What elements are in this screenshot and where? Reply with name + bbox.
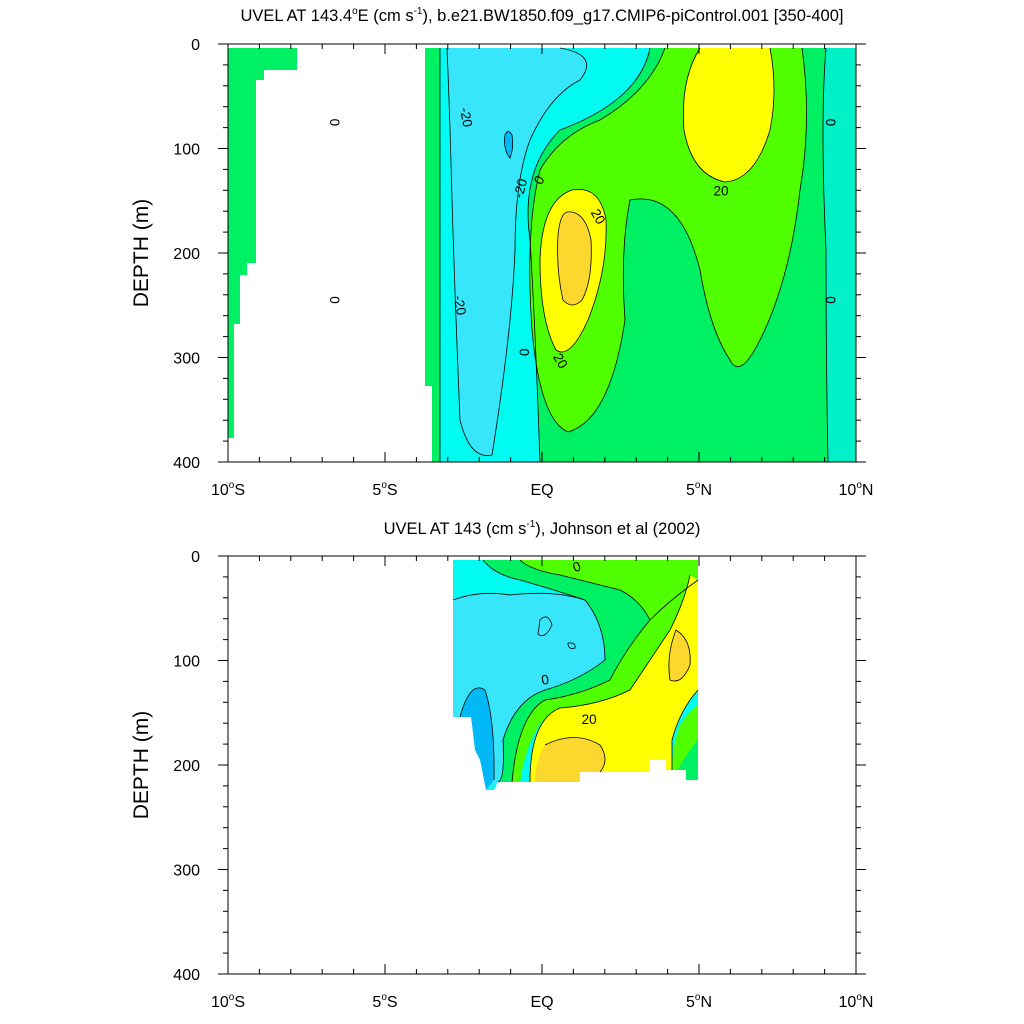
observation-panel: UVEL AT 143 (cm s-1), Johnson et al (200…	[130, 519, 873, 1011]
x-tick-label: EQ	[530, 994, 553, 1011]
y-tick-label: 300	[173, 351, 200, 368]
y-tick-label: 100	[173, 142, 200, 159]
y-tick-label: 0	[191, 549, 200, 566]
contour-label: 0	[327, 119, 342, 127]
model-contour-line	[529, 47, 807, 433]
contour-label: 20	[588, 206, 609, 227]
contour-label: -20	[451, 294, 469, 316]
obs-pos30-region	[530, 575, 698, 782]
model-chart-title: UVEL AT 143.4oE (cm s-1), b.e21.BW1850.f…	[240, 6, 843, 25]
obs-contour-line	[544, 737, 606, 773]
x-tick-label: 5oS	[372, 480, 397, 499]
obs-contour-line	[537, 616, 553, 637]
obs-zero-top	[483, 560, 698, 782]
obs-pos20-region	[512, 560, 698, 782]
obs-contour-line	[511, 579, 699, 783]
model-contour-line	[527, 47, 651, 462]
observation-y-axis-label: DEPTH (m)	[130, 711, 153, 820]
obs-mask	[228, 717, 486, 974]
contour-label: -20	[511, 177, 531, 200]
y-tick-label: 400	[173, 455, 200, 472]
obs-contour-line	[482, 559, 586, 601]
obs-pos40-core-deep	[535, 737, 605, 782]
observation-chart-title: UVEL AT 143 (cm s-1), Johnson et al (200…	[384, 519, 701, 538]
x-tick-label: 5oS	[372, 992, 397, 1011]
obs-contour-line	[519, 559, 651, 621]
obs-contour-line	[671, 689, 699, 770]
obs-contour-line	[668, 629, 691, 682]
contour-label: 0	[540, 672, 550, 688]
obs-contour-line	[459, 687, 495, 781]
y-tick-label: 200	[173, 758, 200, 775]
model-contour-line	[557, 211, 592, 306]
model-panel: UVEL AT 143.4oE (cm s-1), b.e21.BW1850.f…	[130, 6, 873, 499]
obs-contour-line	[529, 574, 691, 783]
contour-label: 20	[582, 712, 597, 727]
model-contour-line	[822, 47, 829, 462]
obs-mask	[486, 760, 698, 974]
contour-label: 0	[327, 296, 342, 304]
model-east-zero-band	[823, 48, 856, 462]
y-tick-label: 400	[173, 967, 200, 984]
x-tick-label: 5oN	[686, 992, 712, 1011]
model-contour-line	[504, 131, 514, 159]
model-pos40-core-west	[557, 211, 592, 305]
obs-contour-line	[567, 642, 576, 649]
y-tick-label: 100	[173, 654, 200, 671]
model-contour-line	[682, 47, 775, 183]
model-south-green-strip	[228, 48, 297, 438]
model-neg20-core	[447, 48, 587, 456]
model-contour-line	[539, 188, 607, 353]
y-tick-label: 300	[173, 863, 200, 880]
model-contour-lines	[439, 47, 829, 462]
contour-label: 0	[823, 296, 838, 304]
x-tick-label: EQ	[530, 482, 553, 499]
obs-pos40-core	[668, 630, 691, 681]
x-tick-label: 10oS	[211, 992, 245, 1011]
x-tick-label: 10oN	[839, 480, 874, 499]
observation-contour-lines	[452, 559, 699, 783]
contour-label: 20	[550, 351, 571, 372]
y-tick-label: 200	[173, 246, 200, 263]
model-y-axis-label: DEPTH (m)	[130, 199, 153, 308]
model-pos30-core-east	[683, 48, 774, 182]
y-tick-label: 0	[191, 37, 200, 54]
x-tick-label: 10oN	[839, 992, 874, 1011]
contour-label: 0	[823, 119, 838, 127]
model-neg30-blob	[504, 131, 513, 158]
contour-label: 20	[713, 183, 728, 198]
x-tick-label: 10oS	[211, 480, 245, 499]
x-tick-label: 5oN	[686, 480, 712, 499]
obs-neg30-core	[460, 687, 495, 790]
contour-label: 0	[517, 349, 532, 357]
model-contour-line	[446, 47, 587, 456]
obs-contour-line	[452, 592, 606, 783]
contour-label: -20	[457, 106, 475, 128]
